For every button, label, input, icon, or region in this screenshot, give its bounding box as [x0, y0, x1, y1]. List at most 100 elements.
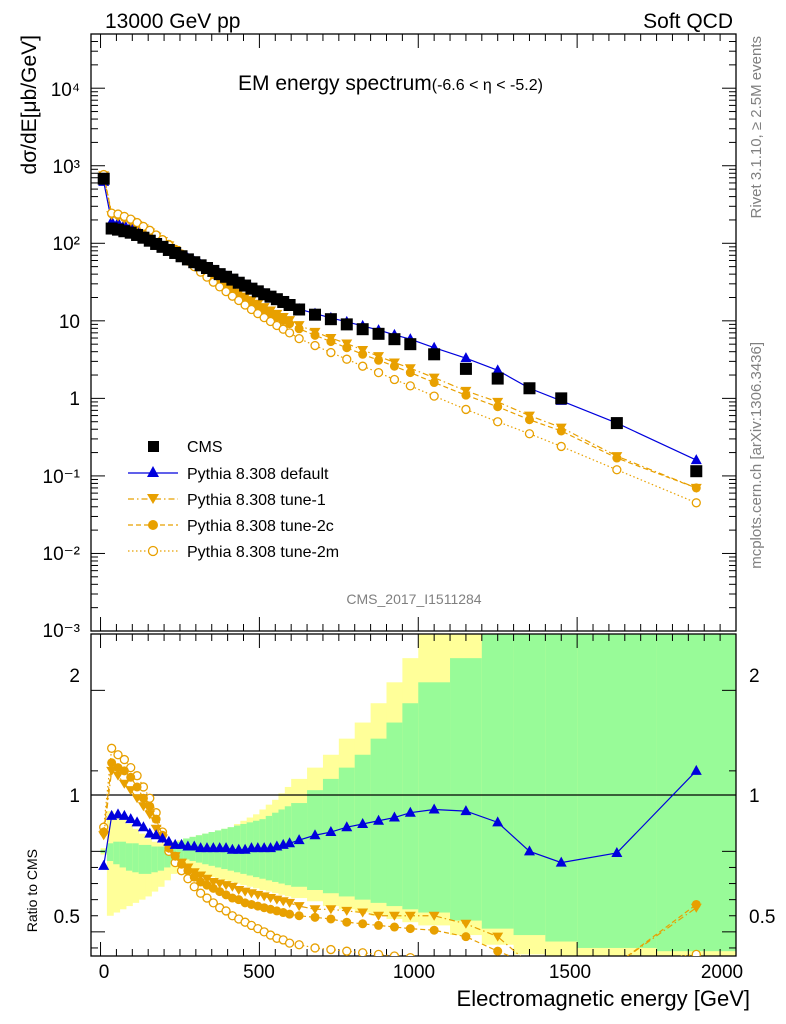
pythia-8-308-tune-2m-point — [691, 498, 701, 508]
pythia-8-308-tune-2m-point — [246, 304, 257, 315]
pythia-8-308-tune-2c-point — [285, 319, 295, 329]
y-tick-label-1: 1 — [69, 389, 80, 410]
cms-data-point — [283, 299, 296, 312]
ratio-pythia-8-308-tune-2c-point — [374, 920, 384, 930]
ratio-tick-label-2-right: 2 — [749, 666, 760, 687]
ratio-pythia-8-308-default-point — [428, 803, 440, 814]
green-band-bin — [176, 841, 184, 862]
x-tick-labels: 0 500 1000 1500 2000 — [99, 962, 743, 983]
ratio-pythia-8-308-tune-2m-point — [310, 943, 320, 953]
green-band-bin — [513, 634, 546, 936]
ratio-tick-label-0.5-left: 0.5 — [54, 907, 80, 928]
green-band-bin — [157, 846, 165, 871]
cms-data-point — [459, 362, 472, 375]
ratio-pythia-8-308-tune-1-point — [131, 794, 143, 804]
ratio-pythia-8-308-tune-2c-point — [461, 932, 471, 942]
axis-ticks — [91, 33, 737, 956]
pythia-8-308-tune-2m-point — [215, 282, 225, 292]
ratio-pythia-8-308-default-point — [388, 811, 400, 822]
ratio-pythia-8-308-tune-2m-point — [691, 949, 701, 956]
green-band-bin — [577, 634, 658, 948]
x-tick-label-1000: 1000 — [393, 962, 435, 983]
y-tick-label-1e4: 10⁴ — [51, 80, 80, 101]
ratio-pythia-8-308-tune-1-point — [195, 871, 207, 881]
chart-title: EM energy spectrum(-6.6 < η < -5.2) — [238, 72, 543, 95]
green-band-bin — [322, 778, 340, 894]
ratio-pythia-8-308-default-point — [611, 846, 623, 857]
pythia-8-308-tune-2m-point — [556, 441, 566, 452]
green-band-bin — [113, 841, 121, 865]
cms-data-point — [309, 308, 322, 321]
ratio-pythia-8-308-default-point — [118, 809, 130, 820]
yellow-band-bin — [106, 811, 114, 916]
cms-data-point — [690, 465, 703, 478]
legend-label-tune-1: Pythia 8.308 tune-1 — [187, 492, 326, 509]
legend-marker-default — [147, 466, 159, 477]
ratio-pythia-8-308-tune-1-point — [125, 786, 137, 796]
ratio-pythia-8-308-tune-2m-point — [113, 750, 123, 760]
green-band-bin — [164, 846, 171, 868]
pythia-8-308-tune-2m-point — [493, 417, 503, 427]
ratio-pythia-8-308-default-point — [492, 816, 504, 827]
pythia-8-308-tune-2m-point — [294, 333, 304, 344]
ratio-pythia-8-308-default-point — [357, 817, 369, 828]
ratio-pythia-8-308-tune-1-point — [118, 779, 130, 789]
ratio-pythia-8-308-tune-1-point — [357, 908, 369, 918]
ratio-pythia-8-308-tune-1-point — [98, 831, 110, 841]
cms-data-point — [610, 417, 623, 430]
pythia-8-308-tune-2c-point — [310, 330, 320, 340]
pythia-8-308-tune-2c-point — [556, 426, 566, 436]
green-band-bin — [307, 790, 324, 890]
cms-data-point — [293, 303, 306, 316]
ratio-pythia-8-308-default-point — [144, 827, 156, 838]
ratio-pythia-8-308-tune-1-point — [492, 932, 504, 942]
ratio-y-tick-labels: 0.5 1 2 0.5 1 2 — [54, 666, 776, 928]
ratio-pythia-8-308-default-point — [309, 829, 321, 840]
legend-marker-cms — [148, 441, 159, 452]
ratio-pythia-8-308-tune-2c-point — [285, 909, 295, 919]
legend-label-tune-2m: Pythia 8.308 tune-2m — [187, 544, 339, 561]
ratio-pythia-8-308-tune-1-point — [388, 911, 400, 921]
main-plot-frame — [90, 33, 737, 632]
x-tick-label-1500: 1500 — [549, 962, 591, 983]
pythia-8-308-tune-2m-point — [240, 300, 250, 310]
ratio-pythia-8-308-tune-2m-point — [326, 944, 336, 955]
pythia-8-308-tune-2m-point — [405, 381, 415, 391]
pythia-8-308-tune-2c-point — [326, 337, 336, 347]
pythia-8-308-tune-2c-point — [389, 361, 399, 371]
ratio-pythia-8-308-tune-2c-point — [310, 912, 320, 922]
analysis-id-label: CMS_2017_I1511284 — [346, 591, 481, 607]
ratio-pythia-8-308-tune-1-point — [176, 858, 188, 868]
green-band-bin — [119, 841, 127, 868]
pythia-8-308-tune-2m-point — [524, 429, 535, 439]
pythia-8-308-tune-2c-point — [294, 324, 304, 334]
pythia-8-308-tune-2m-point — [429, 391, 439, 401]
ratio-pythia-8-308-tune-2m-point — [107, 743, 117, 753]
cms-data-point — [555, 392, 568, 405]
ratio-pythia-8-308-tune-2c-point — [294, 911, 304, 921]
green-band-bin — [450, 658, 483, 921]
green-band-bin — [138, 844, 146, 874]
ratio-pythia-8-308-default-point — [555, 856, 567, 867]
ratio-pythia-8-308-tune-1-point — [428, 911, 440, 921]
y-tick-label-10: 10 — [59, 312, 80, 333]
ratio-pythia-8-308-default-point — [341, 821, 353, 832]
ratio-pythia-8-308-tune-2c-point — [126, 772, 136, 782]
ratio-pythia-8-308-tune-2m-point — [202, 893, 212, 903]
chart-title-eta-range: (-6.6 < η < -5.2) — [432, 77, 543, 94]
x-tick-label-500: 500 — [243, 962, 275, 983]
pythia-8-308-tune-2m-point — [461, 404, 471, 415]
green-band-bin — [291, 803, 308, 887]
chart-title-main: EM energy spectrum — [238, 72, 432, 95]
ratio-pythia-8-308-default-point — [131, 816, 143, 827]
ratio-pythia-8-308-tune-2c-point — [493, 946, 503, 956]
ratio-pythia-8-308-default-point — [325, 826, 337, 837]
ratio-tick-label-1-left: 1 — [69, 786, 80, 807]
pythia-8-308-default-point — [492, 364, 504, 375]
ratio-pythia-8-308-tune-1-point — [373, 911, 385, 921]
y-tick-label-1e3: 10³ — [53, 157, 80, 178]
green-band-bin — [106, 843, 114, 862]
ratio-pythia-8-308-default-point — [284, 837, 296, 848]
beam-energy-label: 13000 GeV pp — [105, 10, 240, 33]
pythia-8-308-tune-2m-point — [310, 340, 320, 351]
